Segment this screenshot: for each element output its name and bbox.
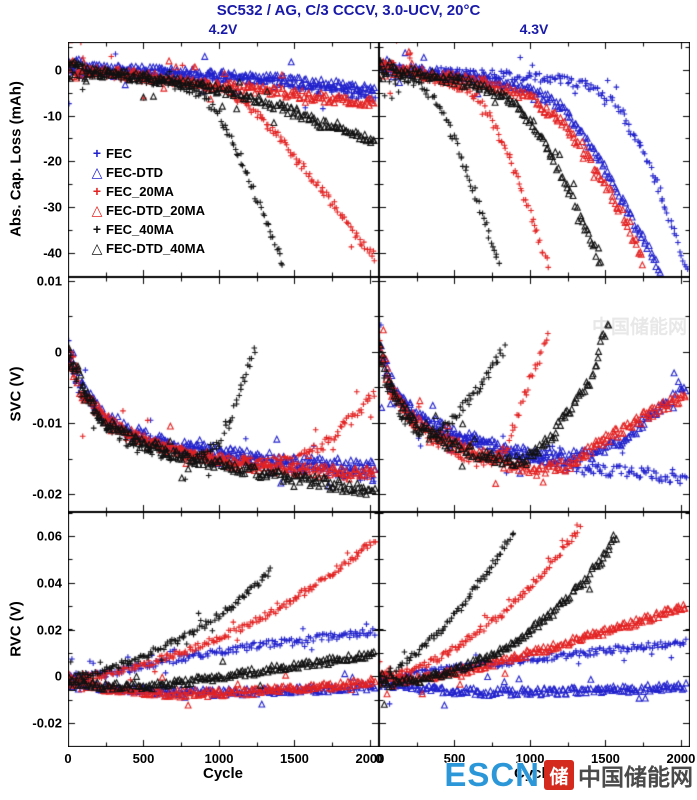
watermark-logo-icon: 储 — [544, 760, 574, 790]
tick-label: 500 — [443, 751, 466, 766]
legend-label: FEC-DTD_40MA — [106, 241, 205, 256]
tick-label: -0.02 — [32, 715, 62, 731]
plus-marker-icon: + — [92, 221, 102, 237]
escn-logo: ESCN — [444, 756, 540, 793]
tick-label: 1000 — [515, 751, 545, 766]
triangle-marker-icon: △ — [91, 164, 103, 180]
tick-label: -0.02 — [32, 486, 62, 502]
legend-label: FEC — [106, 146, 132, 161]
legend-item-fec-dtd: △ FEC-DTD — [88, 163, 205, 182]
tick-label: 500 — [132, 751, 155, 766]
tick-label: -10 — [43, 108, 62, 124]
tick-label: 0 — [54, 668, 62, 684]
legend-item-fec-dtd-20ma: △ FEC-DTD_20MA — [88, 201, 205, 220]
legend-label: FEC-DTD_20MA — [106, 203, 205, 218]
column-label-4-3v: 4.3V — [519, 21, 549, 37]
plus-marker-icon: + — [92, 183, 102, 199]
tick-label: 0 — [375, 751, 383, 766]
legend-label: FEC_40MA — [106, 222, 174, 237]
plot-panel-rvc-4.3V — [379, 512, 690, 747]
legend-item-fec-20ma: + FEC_20MA — [88, 182, 205, 201]
y-axis-label-svc: SVC (V) — [7, 366, 25, 422]
tick-label: 0.06 — [36, 528, 62, 544]
y-axis-label-cap-loss: Abs. Cap. Loss (mAh) — [7, 81, 25, 237]
tick-label: 1000 — [204, 751, 234, 766]
y-axis-label-rvc: RVC (V) — [7, 601, 25, 657]
tick-label: -30 — [43, 199, 62, 215]
tick-label: -0.01 — [32, 415, 62, 431]
plot-panel-svc-4.2V — [68, 277, 379, 512]
legend-item-fec: + FEC — [88, 144, 205, 163]
tick-label: 1500 — [590, 751, 620, 766]
legend-item-fec-dtd-40ma: △ FEC-DTD_40MA — [88, 239, 205, 258]
tick-label: 2000 — [355, 751, 385, 766]
tick-label: 0 — [54, 62, 62, 78]
tick-label: 0.04 — [36, 575, 62, 591]
plot-panel-caploss-4.2V — [68, 42, 379, 277]
tick-label: 0.01 — [36, 273, 62, 289]
triangle-marker-icon: △ — [91, 202, 103, 218]
faint-watermark: 中国储能网 — [591, 317, 687, 338]
tick-label: -40 — [43, 245, 62, 261]
watermark: ESCN 储 中国储能网 — [444, 756, 693, 794]
tick-label: 0.02 — [36, 622, 62, 637]
column-label-4-2v: 4.2V — [208, 21, 238, 37]
plot-panel-rvc-4.2V — [68, 512, 379, 747]
chart-title: SC532 / AG, C/3 CCCV, 3.0-UCV, 20°C — [216, 2, 481, 19]
tick-label: 0 — [54, 344, 62, 360]
legend-item-fec-40ma: + FEC_40MA — [88, 220, 205, 239]
legend: + FEC △ FEC-DTD + FEC_20MA △ FEC-DTD_20M… — [88, 144, 205, 258]
legend-label: FEC-DTD — [106, 165, 164, 180]
tick-label: 2000 — [666, 751, 696, 766]
legend-label: FEC_20MA — [106, 184, 174, 199]
triangle-marker-icon: △ — [91, 240, 103, 256]
tick-label: 1500 — [279, 751, 309, 766]
plot-panel-svc-4.3V — [379, 277, 690, 512]
plot-panel-caploss-4.3V — [379, 42, 690, 277]
tick-label: 0 — [64, 751, 72, 766]
x-axis-label-left: Cycle — [202, 765, 244, 782]
plus-marker-icon: + — [92, 145, 102, 161]
watermark-site-name: 中国储能网 — [578, 764, 693, 790]
tick-label: -20 — [43, 153, 62, 169]
